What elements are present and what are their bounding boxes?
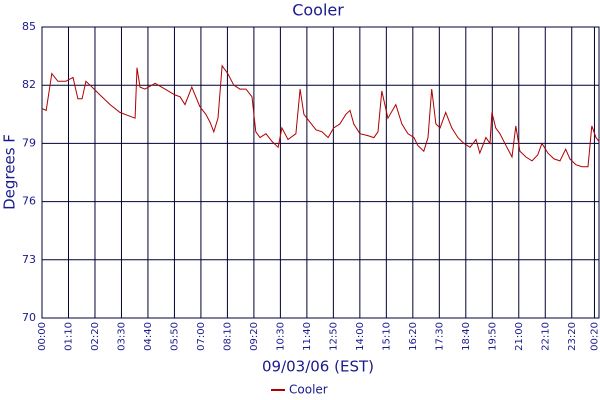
x-tick-label: 14:00 xyxy=(355,322,366,351)
y-axis-label: Degrees F xyxy=(1,134,19,210)
x-tick-label: 15:10 xyxy=(381,322,392,351)
x-tick-label: 08:10 xyxy=(222,322,233,351)
x-tick-label: 11:40 xyxy=(302,322,313,351)
y-tick-label: 70 xyxy=(22,311,36,324)
legend-label: Cooler xyxy=(289,383,328,397)
x-tick-label: 00:00 xyxy=(37,322,48,351)
x-tick-label: 22:10 xyxy=(540,322,551,351)
y-tick-label: 73 xyxy=(22,253,36,266)
x-tick-label: 10:30 xyxy=(275,322,286,351)
y-tick-label: 79 xyxy=(22,136,36,149)
x-tick-label: 09:20 xyxy=(249,322,260,351)
x-tick-label: 02:20 xyxy=(90,322,101,351)
y-tick-label: 76 xyxy=(22,195,36,208)
x-axis-label: 09/03/06 (EST) xyxy=(262,358,374,376)
y-tick-label: 85 xyxy=(22,20,36,33)
x-tick-label: 19:50 xyxy=(487,322,498,351)
x-tick-label: 04:40 xyxy=(143,322,154,351)
x-tick-label: 21:00 xyxy=(514,322,525,351)
data-line xyxy=(41,64,600,168)
plot-frame xyxy=(41,26,600,319)
chart-title: Cooler xyxy=(292,1,344,20)
x-tick-label: 17:30 xyxy=(434,322,445,351)
x-tick-label: 00:20 xyxy=(589,322,600,351)
x-tick-label: 03:30 xyxy=(116,322,127,351)
x-tick-label: 12:50 xyxy=(328,322,339,351)
y-tick-label: 82 xyxy=(22,78,36,91)
x-tick-label: 05:50 xyxy=(169,322,180,351)
x-tick-label: 01:10 xyxy=(63,322,74,351)
x-tick-label: 18:40 xyxy=(461,322,472,351)
x-tick-label: 16:20 xyxy=(408,322,419,351)
x-tick-label: 23:20 xyxy=(567,322,578,351)
x-tick-label: 07:00 xyxy=(196,322,207,351)
